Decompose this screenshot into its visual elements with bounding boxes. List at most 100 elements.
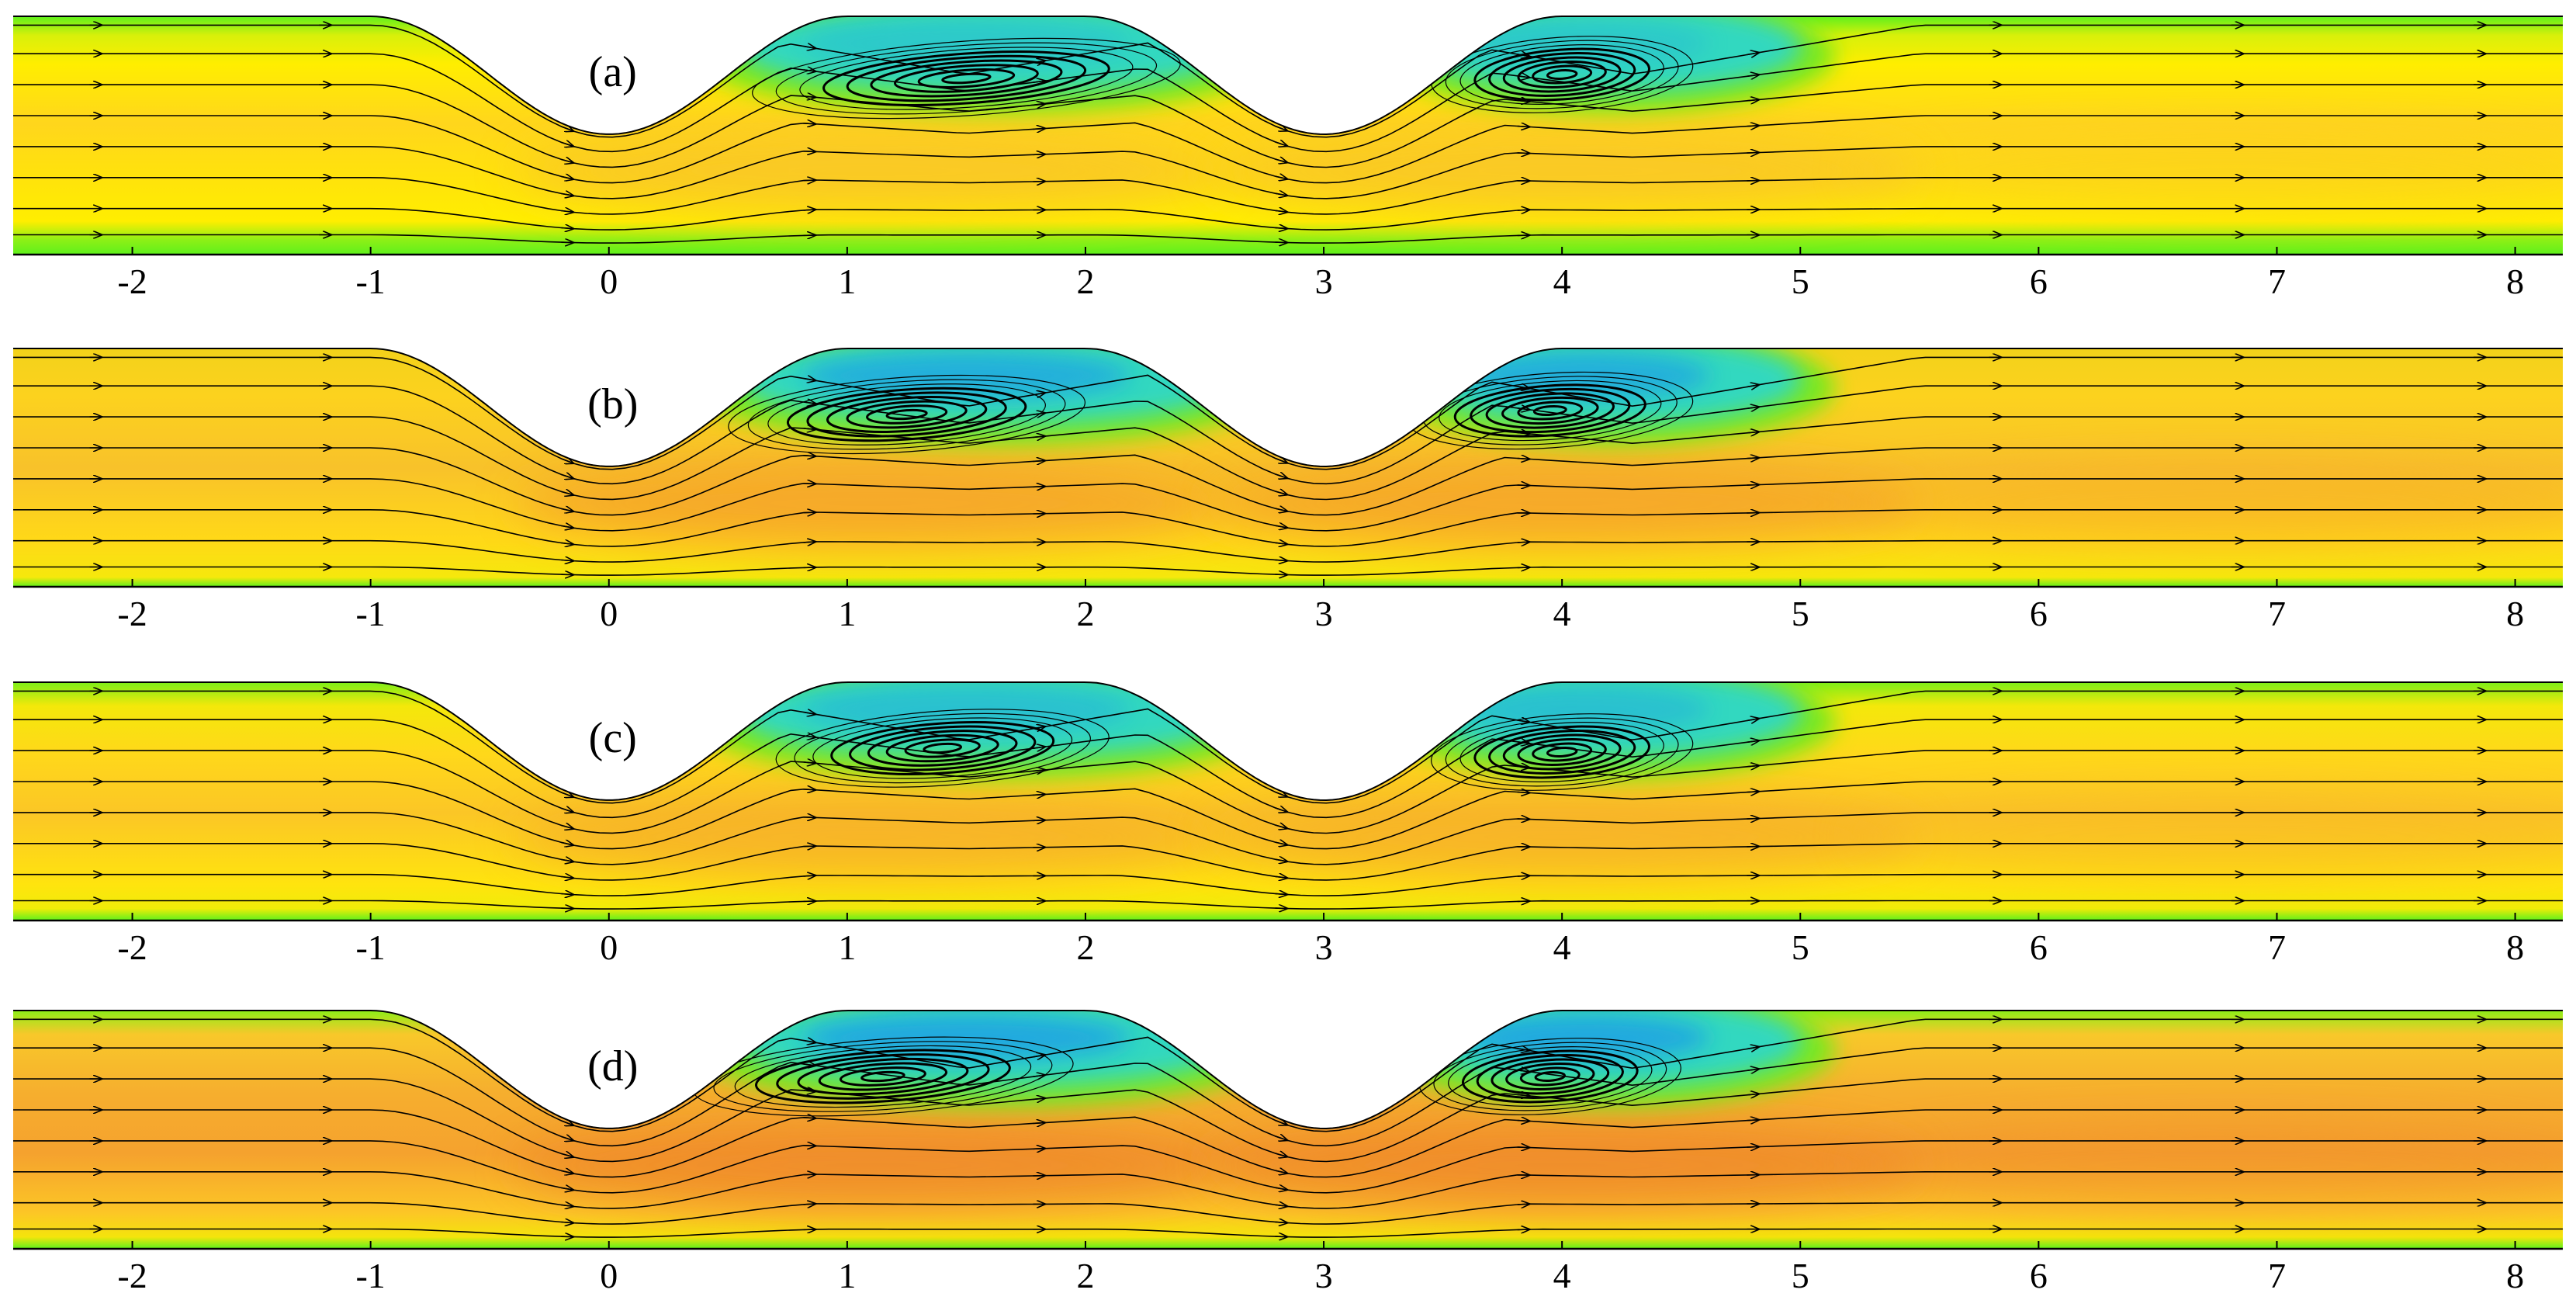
streamline-arrow xyxy=(804,1174,816,1175)
x-tick-label: 8 xyxy=(2506,1256,2524,1295)
contour-hot xyxy=(514,129,1228,214)
streamline-arrow xyxy=(1747,152,1759,153)
x-tick-label: 4 xyxy=(1553,927,1571,967)
x-tick-label: 7 xyxy=(2268,594,2286,633)
streamline-arrow xyxy=(1747,458,1759,459)
x-tick-label: 7 xyxy=(2268,927,2286,967)
x-tick-label: 5 xyxy=(1792,1256,1809,1295)
x-tick-label: 6 xyxy=(2030,1256,2048,1295)
streamline-arrow xyxy=(1033,128,1045,129)
panel-label: (a) xyxy=(589,48,637,96)
streamline-arrow xyxy=(804,512,816,513)
x-tick-label: 7 xyxy=(2268,1256,2286,1295)
panel-label: (c) xyxy=(589,714,637,762)
x-tick-label: 7 xyxy=(2268,262,2286,301)
streamline-arrow xyxy=(1033,794,1045,795)
streamline-arrow xyxy=(804,542,816,543)
contour-hot xyxy=(1205,461,1920,546)
contour-hot xyxy=(1848,461,2576,546)
x-tick-label: -2 xyxy=(117,927,147,967)
streamline-arrow xyxy=(1518,153,1530,154)
streamline-arrow xyxy=(1518,485,1530,486)
contour-hot xyxy=(1205,129,1920,214)
x-tick-label: 1 xyxy=(838,1256,856,1295)
contour-field xyxy=(13,991,2576,1249)
contour-cavity xyxy=(802,352,1130,399)
x-tick-label: 6 xyxy=(2030,594,2048,633)
streamline-arrow xyxy=(1747,126,1759,127)
x-tick-label: 1 xyxy=(838,927,856,967)
streamline-arrow xyxy=(1518,1204,1530,1205)
streamline-arrow xyxy=(804,1204,816,1205)
streamline-arrow xyxy=(804,151,816,152)
panel: -2 -1 0 1 2 3 4 5 6 7 8 (a) xyxy=(13,0,2576,301)
contour-field xyxy=(13,0,2576,255)
x-tick-label: 5 xyxy=(1792,927,1809,967)
contour-hot xyxy=(1205,795,1920,880)
x-tick-label: 1 xyxy=(838,594,856,633)
x-tick-label: 6 xyxy=(2030,927,2048,967)
contour-cavity xyxy=(1461,1014,1710,1061)
streamline-arrow xyxy=(1033,1122,1045,1123)
x-tick-label: -1 xyxy=(355,262,385,301)
streamline-arrow xyxy=(1518,542,1530,543)
x-tick-label: -2 xyxy=(117,1256,147,1295)
streamline-arrow xyxy=(804,180,816,181)
streamline-arrow xyxy=(804,817,816,818)
x-tick-label: 3 xyxy=(1315,262,1333,301)
streamline-arrow xyxy=(1518,792,1530,793)
streamline-arrow xyxy=(1518,819,1530,820)
contour-hot xyxy=(1205,1123,1920,1208)
x-tick-label: 4 xyxy=(1553,1256,1571,1295)
x-tick-label: -1 xyxy=(355,927,385,967)
streamline-arrow xyxy=(1518,875,1530,876)
x-tick-label: 2 xyxy=(1076,262,1094,301)
contour-field xyxy=(13,329,2576,587)
x-tick-label: 4 xyxy=(1553,594,1571,633)
x-tick-label: 6 xyxy=(2030,262,2048,301)
contour-cavity xyxy=(1461,20,1710,67)
x-tick-label: 0 xyxy=(600,1256,618,1295)
panel-label: (d) xyxy=(587,1042,638,1090)
x-tick-label: 1 xyxy=(838,262,856,301)
x-tick-label: 3 xyxy=(1315,927,1333,967)
streamline-arrow xyxy=(1033,820,1045,821)
x-tick-label: 2 xyxy=(1076,594,1094,633)
x-tick-label: -1 xyxy=(355,1256,385,1295)
x-tick-label: 2 xyxy=(1076,1256,1094,1295)
x-tick-label: -1 xyxy=(355,594,385,633)
x-tick-label: 4 xyxy=(1553,262,1571,301)
streamline-arrow xyxy=(1747,1146,1759,1147)
contour-hot xyxy=(1848,1123,2576,1208)
x-tick-label: 5 xyxy=(1792,262,1809,301)
x-tick-label: 3 xyxy=(1315,594,1333,633)
streamline-arrow xyxy=(1518,1147,1530,1148)
panel: -2 -1 0 1 2 3 4 5 6 7 8 (d) xyxy=(13,991,2576,1295)
x-tick-label: 2 xyxy=(1076,927,1094,967)
contour-hot xyxy=(514,461,1228,546)
x-tick-label: 0 xyxy=(600,594,618,633)
streamline-arrow xyxy=(1518,1121,1530,1122)
streamline-arrow xyxy=(1747,484,1759,485)
x-tick-label: 8 xyxy=(2506,262,2524,301)
x-tick-label: -2 xyxy=(117,594,147,633)
x-tick-label: 5 xyxy=(1792,594,1809,633)
x-tick-label: 8 xyxy=(2506,927,2524,967)
x-tick-label: 0 xyxy=(600,927,618,967)
contour-hot xyxy=(514,795,1228,880)
x-tick-label: -2 xyxy=(117,262,147,301)
contour-hot xyxy=(1848,795,2576,880)
contour-hot xyxy=(514,1123,1228,1208)
x-tick-label: 0 xyxy=(600,262,618,301)
streamline-arrow xyxy=(1033,154,1045,155)
streamline-arrow xyxy=(804,123,816,124)
streamline-arrow xyxy=(804,789,816,790)
x-tick-label: 3 xyxy=(1315,1256,1333,1295)
contour-field xyxy=(13,663,2576,920)
panel: -2 -1 0 1 2 3 4 5 6 7 8 (c) xyxy=(13,663,2576,967)
contour-hot xyxy=(1848,129,2576,214)
x-tick-label: 8 xyxy=(2506,594,2524,633)
streamline-arrow xyxy=(804,875,816,876)
streamline-arrow xyxy=(804,846,816,847)
